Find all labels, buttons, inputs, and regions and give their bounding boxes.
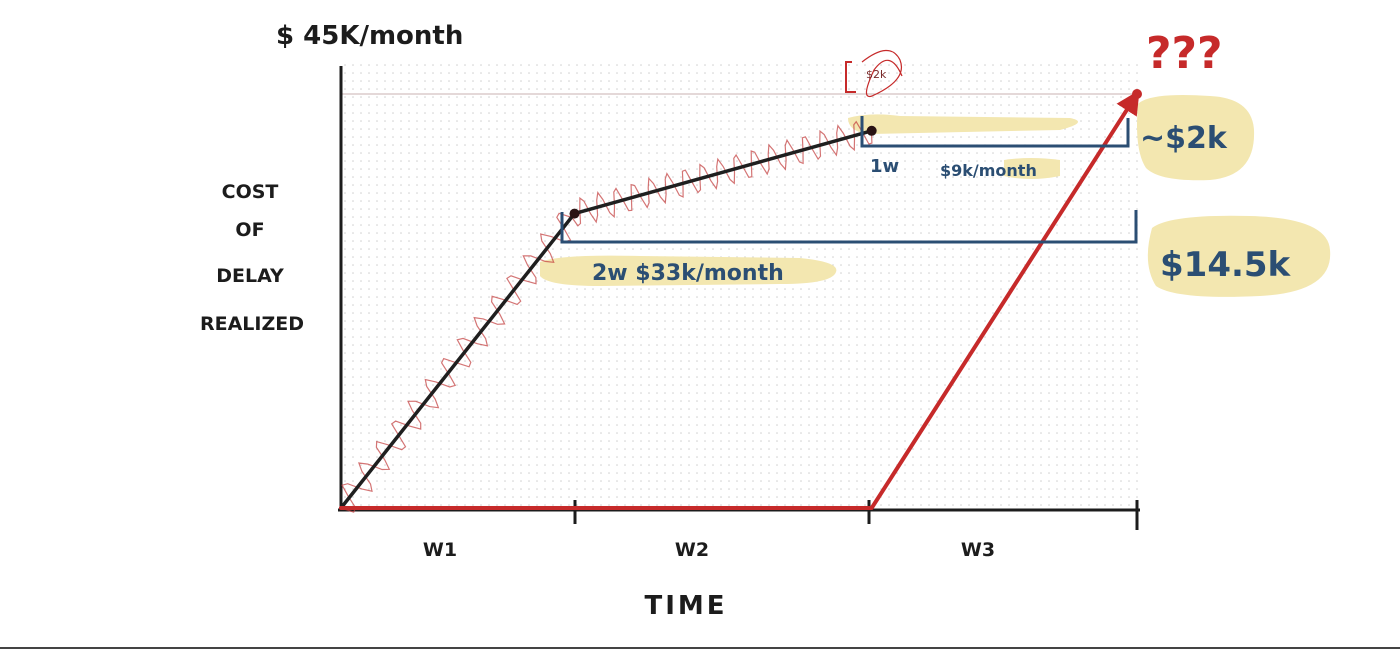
highlight-long-label [540,255,837,286]
grid-area [342,62,1138,508]
brace-short-total: ~$2k [1140,121,1228,156]
red-scribble [340,120,873,513]
question-marks: ??? [1146,28,1223,79]
brace-long [560,210,1138,244]
highlight-small [848,114,1078,134]
ylabel-line-2: OF [235,219,264,241]
peak-tag: $2k [845,49,903,98]
highlight-long-total [1147,215,1331,297]
series-red-line [339,89,1140,510]
series-black-point [569,208,580,219]
brace-long-label: 2w $33k/month [592,261,784,286]
ylabel-line-3: DELAY [216,265,284,287]
peak-tag-label: $2k [866,68,887,81]
series-layer [339,89,1142,510]
y-max-label: $ 45K/month [276,21,463,51]
brace-short-label-b: $9k/month [940,161,1037,180]
ylabel-line-1: COST [222,181,279,203]
brace-short [860,116,1130,148]
brace-short-label-a: 1w [870,156,899,177]
x-tick-label-w2: W2 [675,539,709,561]
ylabel-line-4: REALIZED [200,313,304,335]
x-tick-label-w3: W3 [961,539,995,561]
x-axis-title: TIME [644,591,727,621]
brace-long-total: $14.5k [1160,245,1292,285]
highlight-small-2 [1004,158,1060,179]
x-tick-label-w1: W1 [423,539,457,561]
highlight-short-total [1137,95,1255,181]
series-black-point [866,125,877,136]
series-red-point [1132,89,1142,99]
